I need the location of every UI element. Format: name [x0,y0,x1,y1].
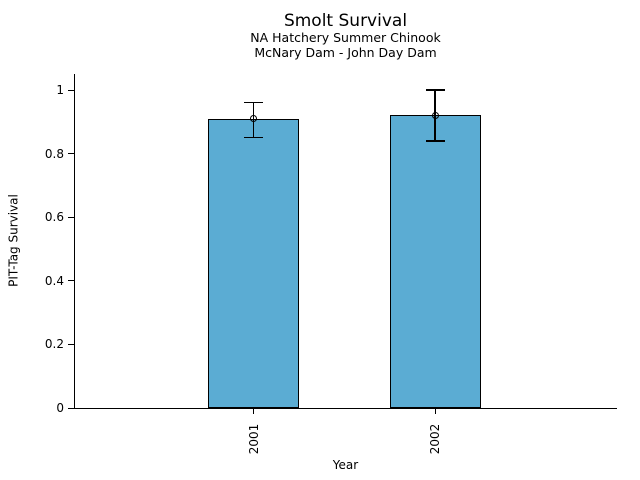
y-tick-label: 0 [56,401,64,415]
point-marker [250,115,257,123]
error-bar-cap-top [244,101,263,104]
y-axis-label: PIT-Tag Survival [6,194,21,287]
x-tick-label: 2001 [246,423,261,455]
x-tick-label: 2002 [428,423,442,455]
y-tick-label: 0.6 [44,210,64,225]
chart-subtitle-reach: McNary Dam - John Day Dam [254,45,437,60]
y-tick-label: 1 [56,83,64,97]
x-tick [253,409,254,414]
error-bar-cap-top [425,89,445,91]
chart-title: Smolt Survival [283,11,408,31]
y-tick [68,89,74,91]
chart-subtitle-stock: NA Hatchery Summer Chinook [250,30,441,45]
y-tick [68,407,74,409]
bar-2001 [208,118,299,408]
y-tick-label: 0.4 [44,273,64,288]
y-tick-label: 0.2 [44,337,64,352]
y-tick [68,216,74,218]
x-tick [434,409,436,414]
x-axis-line [74,408,617,409]
error-bar-cap-bottom [244,136,263,139]
bar-2002 [389,115,481,408]
y-tick [68,280,74,282]
x-axis-label: Year [332,458,359,472]
point-marker [431,111,439,119]
y-tick [68,153,74,155]
y-tick [68,343,74,345]
error-bar-cap-bottom [425,140,445,142]
y-tick-label: 0.8 [44,146,64,161]
y-axis-line [74,74,75,408]
